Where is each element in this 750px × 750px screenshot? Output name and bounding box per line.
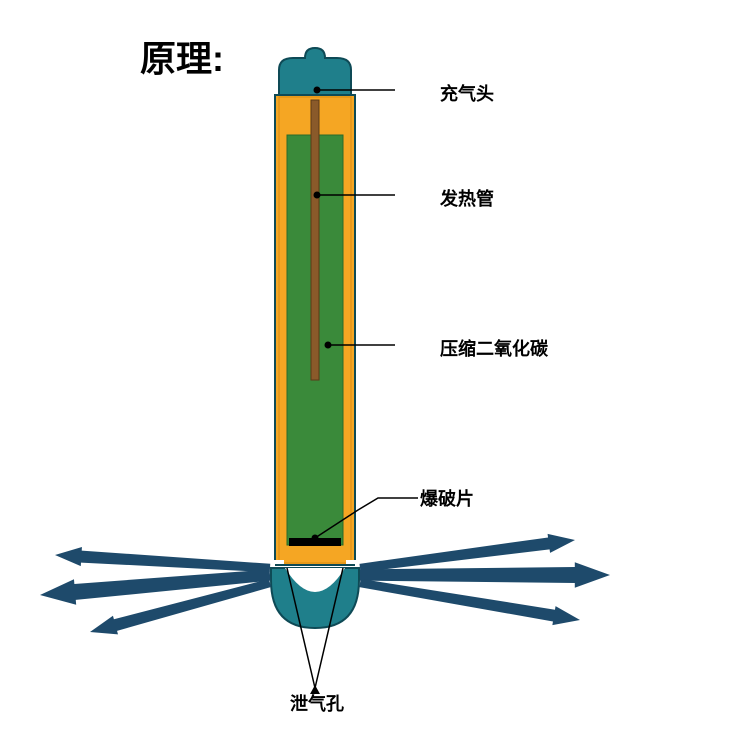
label-burst-disc: 爆破片: [420, 485, 474, 511]
principle-diagram: [0, 0, 750, 750]
diagram-title: 原理:: [140, 30, 224, 82]
label-heating-tube: 发热管: [440, 185, 494, 211]
label-vent-hole: 泄气孔: [290, 690, 344, 716]
label-inflation-head: 充气头: [440, 80, 494, 106]
label-co2: 压缩二氧化碳: [440, 335, 548, 361]
